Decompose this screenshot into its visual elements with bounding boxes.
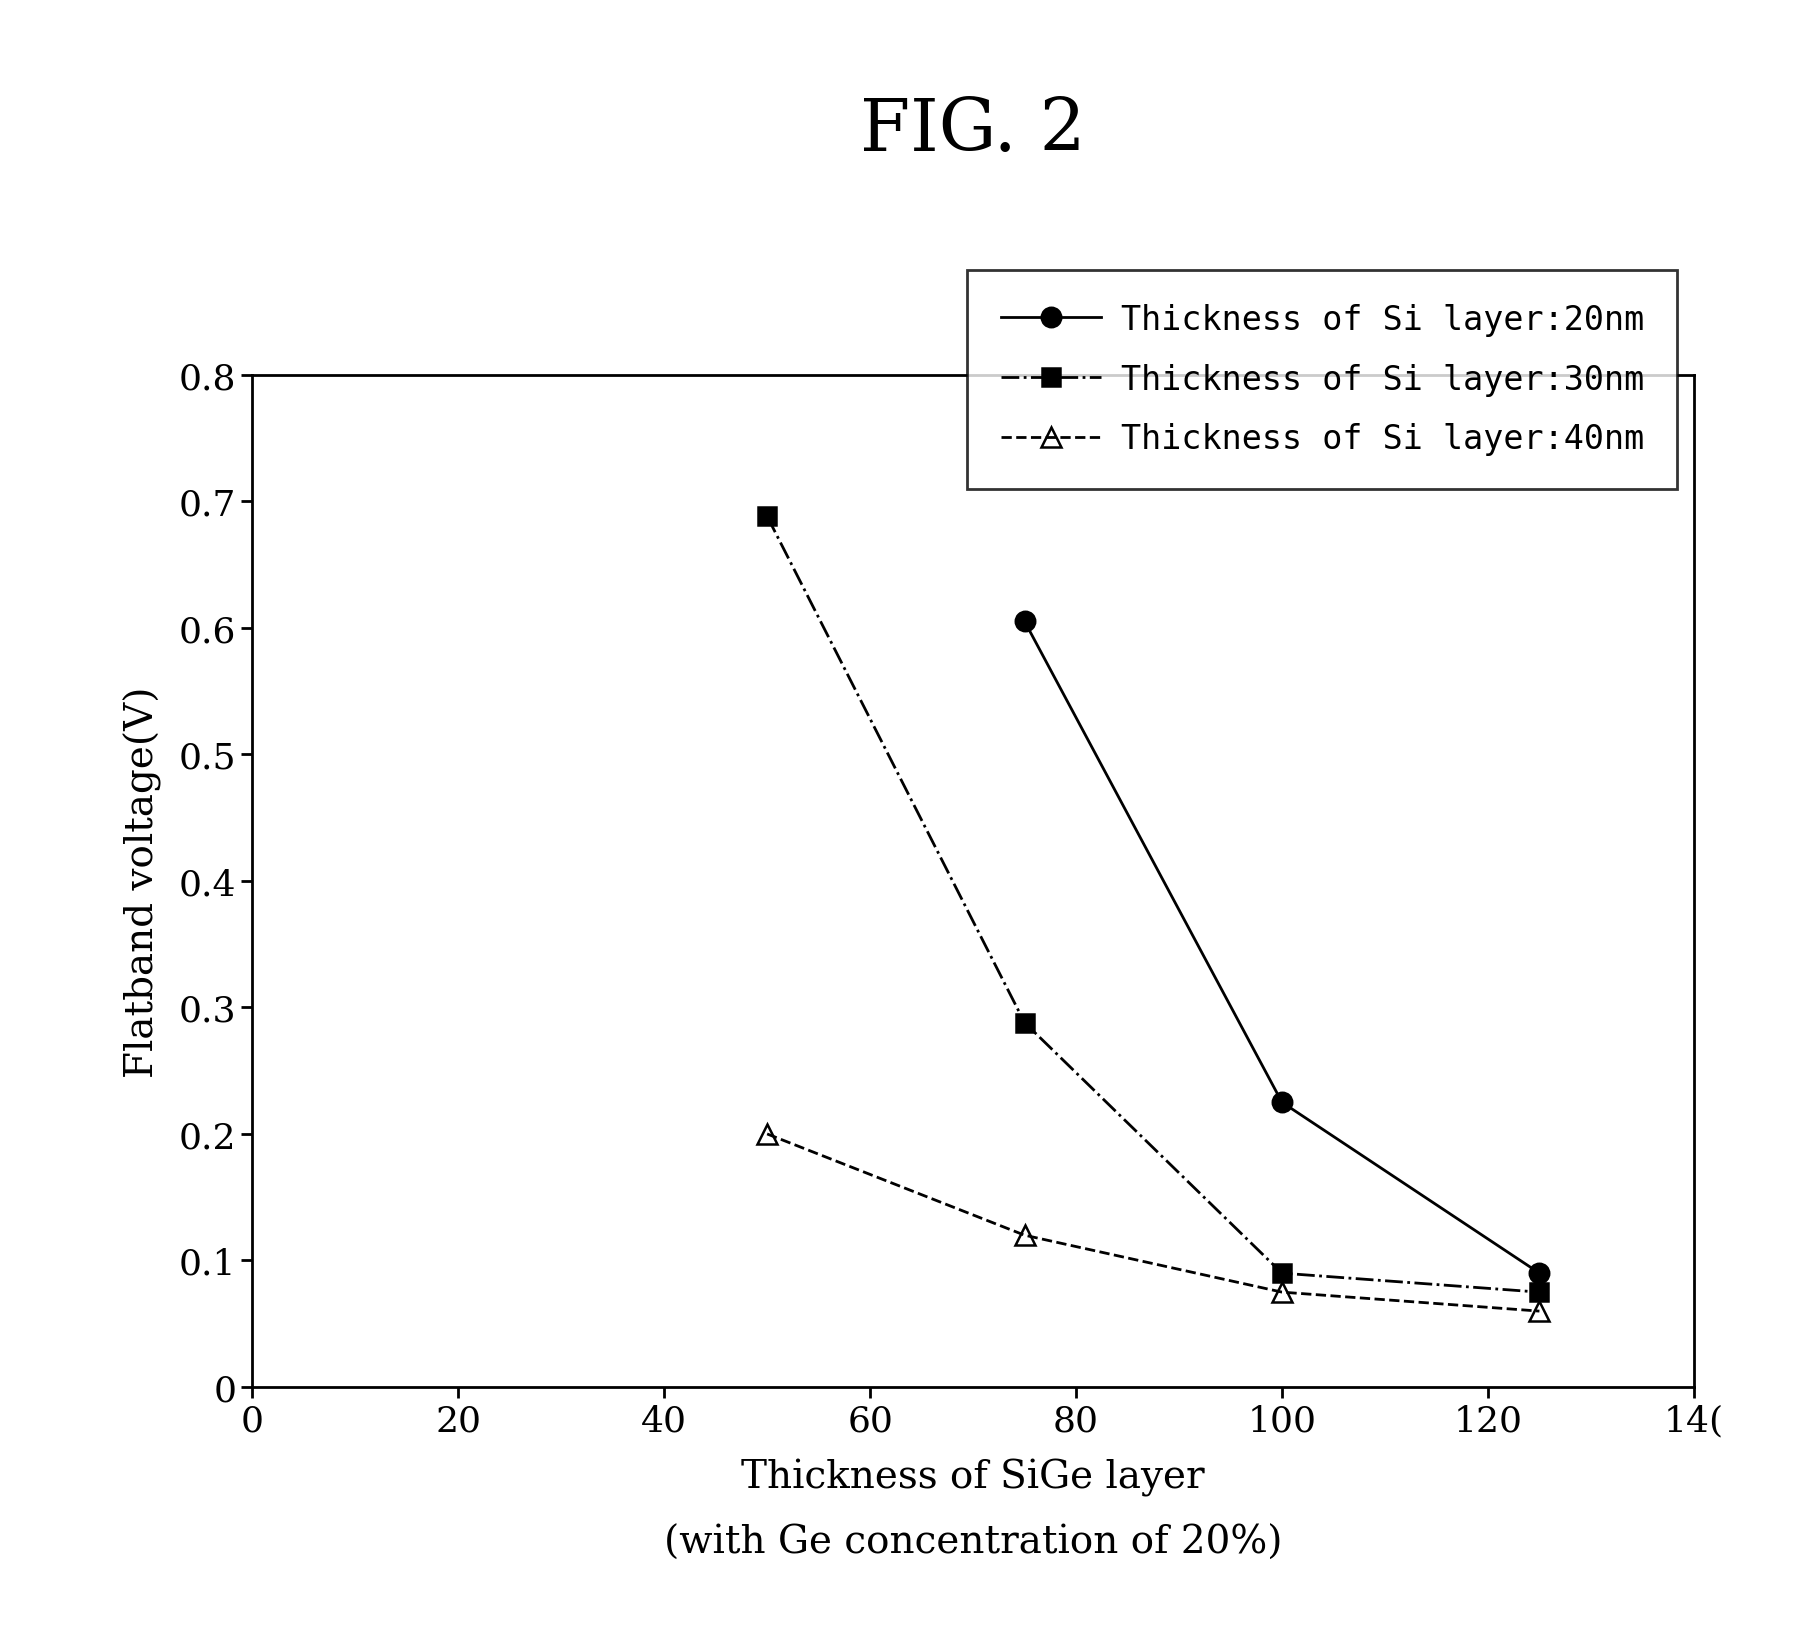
Thickness of Si layer:20nm bbox=[1528, 1263, 1550, 1283]
Thickness of Si layer:20nm bbox=[1270, 1093, 1292, 1113]
Line: Thickness of Si layer:30nm: Thickness of Si layer:30nm bbox=[759, 508, 1548, 1301]
Thickness of Si layer:30nm bbox=[1015, 1013, 1036, 1033]
Legend: Thickness of Si layer:20nm, Thickness of Si layer:30nm, Thickness of Si layer:40: Thickness of Si layer:20nm, Thickness of… bbox=[968, 271, 1678, 490]
Thickness of Si layer:30nm bbox=[1270, 1263, 1292, 1283]
Text: Thickness of SiGe layer: Thickness of SiGe layer bbox=[741, 1457, 1206, 1497]
Thickness of Si layer:40nm bbox=[1270, 1283, 1292, 1302]
Thickness of Si layer:40nm bbox=[1015, 1226, 1036, 1245]
Y-axis label: Flatband voltage(V): Flatband voltage(V) bbox=[124, 685, 162, 1077]
Thickness of Si layer:40nm bbox=[1528, 1302, 1550, 1322]
Thickness of Si layer:30nm bbox=[1528, 1283, 1550, 1302]
Thickness of Si layer:40nm bbox=[757, 1124, 778, 1144]
Thickness of Si layer:20nm bbox=[1015, 612, 1036, 632]
Thickness of Si layer:30nm bbox=[757, 508, 778, 527]
Text: (with Ge concentration of 20%): (with Ge concentration of 20%) bbox=[663, 1524, 1283, 1560]
Text: FIG. 2: FIG. 2 bbox=[860, 95, 1087, 166]
Line: Thickness of Si layer:40nm: Thickness of Si layer:40nm bbox=[757, 1124, 1550, 1320]
Line: Thickness of Si layer:20nm: Thickness of Si layer:20nm bbox=[1015, 612, 1550, 1283]
